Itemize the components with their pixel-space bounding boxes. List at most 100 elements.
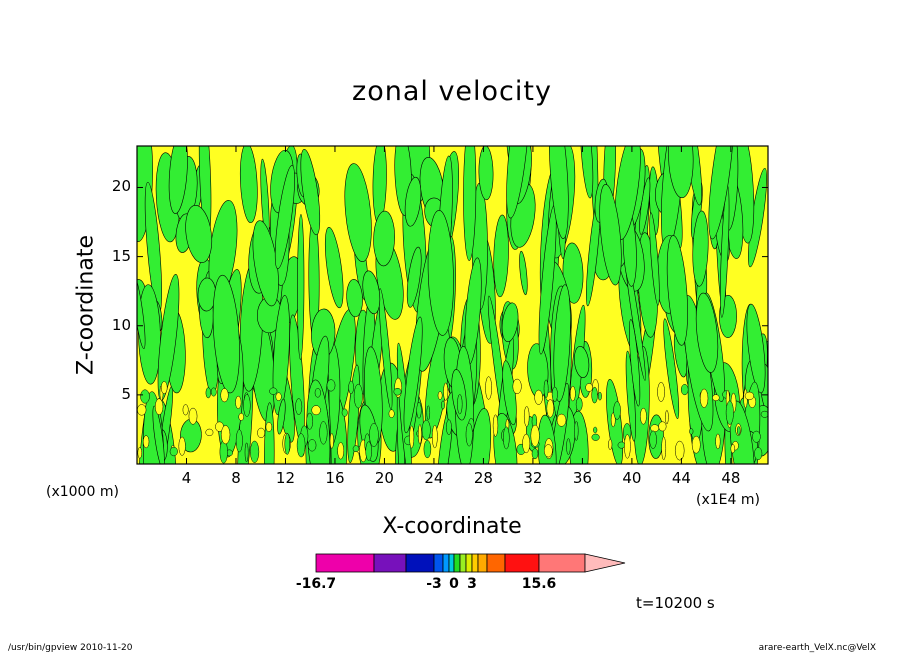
x-scale-label: (x1E4 m) (696, 492, 760, 508)
colorbar-tick-label: 3 (467, 576, 477, 592)
surface-cell (597, 391, 602, 401)
surface-cell (314, 388, 321, 398)
surface-cell (311, 405, 321, 416)
colorbar-extend-arrow (584, 553, 626, 573)
chart-title: zonal velocity (352, 76, 552, 107)
x-axis-label: X-coordinate (382, 514, 522, 539)
x-tick-label: 36 (572, 469, 592, 487)
negative-blob (277, 398, 286, 435)
colorbar-segment (405, 553, 435, 573)
surface-cell (307, 439, 317, 452)
negative-blob (272, 295, 290, 416)
surface-cell (661, 436, 667, 461)
negative-blob (344, 163, 372, 262)
surface-cell (591, 433, 600, 441)
x-tick-label: 32 (523, 469, 543, 487)
negative-blob (168, 146, 188, 214)
surface-cell (665, 409, 669, 425)
surface-cell (154, 398, 164, 416)
surface-cell (140, 389, 150, 404)
negative-blob (137, 274, 146, 349)
colorbar-segment (477, 553, 488, 573)
surface-cell (617, 441, 626, 449)
velocity-field (137, 146, 768, 464)
surface-cell (441, 400, 445, 410)
surface-cell (205, 428, 214, 437)
y-tick-label: 5 (121, 384, 131, 403)
time-label: t=10200 s (636, 594, 715, 612)
surface-cell (257, 427, 266, 439)
surface-cell (569, 385, 576, 402)
surface-cell (369, 423, 379, 447)
surface-cell (730, 444, 736, 454)
negative-blob (493, 412, 518, 464)
surface-cell (566, 438, 571, 455)
negative-blob (185, 205, 213, 263)
surface-cell (712, 394, 720, 402)
negative-blob (519, 250, 528, 296)
surface-cell (530, 424, 540, 447)
colorbar-tick-label: 15.6 (521, 576, 557, 592)
colorbar (315, 553, 626, 573)
negative-blob (362, 270, 381, 315)
negative-blob (506, 146, 530, 219)
surface-cell (220, 388, 229, 403)
surface-cell (341, 408, 348, 417)
negative-blob (668, 146, 694, 199)
surface-cell (658, 421, 667, 432)
surface-cell (337, 442, 345, 460)
surface-cell (353, 383, 363, 409)
colorbar-segment (373, 553, 407, 573)
surface-cell (265, 422, 273, 432)
negative-blob (297, 214, 305, 360)
surface-cell (485, 376, 492, 400)
surface-cell (275, 392, 282, 401)
negative-blob (378, 288, 393, 410)
surface-cell (640, 407, 647, 425)
surface-cell (423, 440, 432, 459)
negative-blob (138, 284, 161, 385)
negative-blob (239, 146, 258, 224)
colorbar-segment (453, 553, 461, 573)
surface-cell (446, 419, 452, 435)
negative-blob (324, 227, 344, 309)
surface-cell (188, 407, 198, 425)
surface-cell (269, 387, 278, 395)
x-tick-label: 24 (424, 469, 444, 487)
surface-cell (551, 386, 558, 402)
surface-cell (752, 430, 761, 443)
x-tick-label: 8 (231, 469, 241, 487)
x-tick-label: 28 (473, 469, 493, 487)
negative-blob (493, 214, 509, 298)
surface-cell (725, 400, 734, 425)
surface-cell (593, 426, 598, 434)
surface-cell (613, 401, 621, 420)
surface-cell (736, 426, 741, 436)
surface-cell (689, 428, 694, 435)
surface-cell (137, 447, 143, 459)
surface-cell (210, 387, 217, 397)
surface-cell (220, 425, 231, 445)
footer-left: /usr/bin/gpview 2010-11-20 (8, 643, 133, 653)
surface-cell (465, 422, 473, 447)
colorbar-segment (504, 553, 540, 573)
colorbar-segment (315, 553, 375, 573)
x-unit-label: (x1000 m) (46, 484, 119, 500)
surface-cell (365, 441, 372, 461)
negative-blob (562, 242, 584, 304)
negative-blob (574, 345, 590, 379)
surface-cell (352, 445, 360, 453)
x-tick-label: 12 (275, 469, 296, 487)
negative-blob (406, 246, 422, 308)
negative-blob (553, 284, 571, 402)
colorbar-tick-label: -3 (426, 576, 442, 592)
y-tick-label: 10 (111, 315, 131, 334)
colorbar-segment (448, 553, 455, 573)
surface-cell (649, 430, 657, 449)
surface-cell (699, 388, 709, 408)
surface-cell (443, 382, 449, 401)
surface-cell (591, 386, 598, 404)
surface-cell (178, 436, 186, 456)
surface-cell (437, 391, 443, 400)
